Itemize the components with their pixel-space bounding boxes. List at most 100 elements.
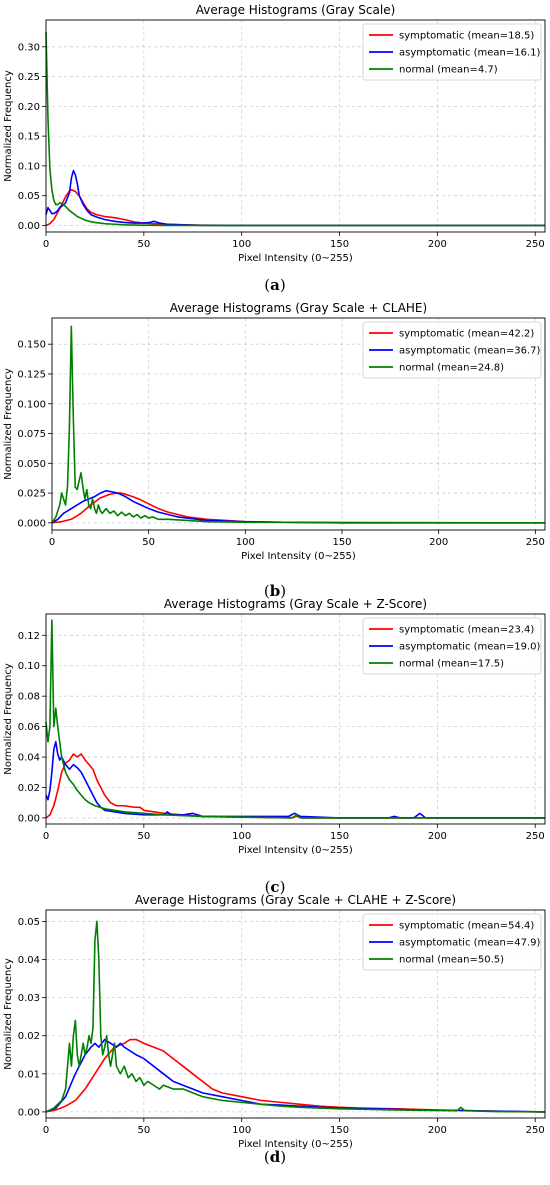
y-tick-label: 0.20 [18, 102, 40, 113]
series-line-2 [45, 619, 545, 819]
x-tick-label: 0 [49, 537, 55, 548]
x-tick-label: 200 [428, 1125, 447, 1136]
x-tick-label: 0 [43, 831, 49, 842]
x-tick-label: 100 [232, 831, 251, 842]
plot-frame [45, 613, 546, 825]
chart-title: Average Histograms (Gray Scale) [196, 3, 396, 17]
y-tick-label: 0.03 [18, 993, 40, 1004]
legend-box [362, 321, 542, 379]
legend-entry: asymptomatic (mean=47.9) [399, 938, 541, 949]
x-tick-label: 50 [137, 1125, 150, 1136]
panel-caption: (b) [263, 582, 287, 600]
legend: symptomatic (mean=54.4) asymptomatic (mea… [362, 913, 542, 971]
x-tick-label: 250 [526, 831, 545, 842]
plot-frame [45, 909, 546, 1119]
panel-caption: (c) [264, 878, 286, 896]
y-tick-label: 0.30 [18, 42, 40, 53]
legend-entry: normal (mean=17.5) [399, 659, 504, 670]
x-tick-label: 150 [330, 1125, 349, 1136]
x-tick-label: 200 [428, 831, 447, 842]
series-line-1 [51, 489, 545, 524]
legend-entry: normal (mean=50.5) [399, 955, 504, 966]
series-line-2 [45, 31, 545, 227]
chart-title: Average Histograms (Gray Scale + CLAHE +… [135, 893, 456, 907]
legend-entry: normal (mean=24.8) [399, 363, 504, 374]
panel-letter: a [270, 276, 280, 294]
x-tick-label: 0 [43, 239, 49, 250]
y-tick-label: 0.00 [18, 221, 40, 232]
chart-panel-a: 0 50 100 150 200 250 0.00 0.05 0.10 0.15 0.20 0.25 0… [0, 0, 550, 298]
y-tick-label: 0.08 [18, 692, 40, 703]
y-tick-label: 0.06 [18, 722, 40, 733]
panel-letter: d [269, 1148, 281, 1166]
y-tick-label: 0.02 [18, 783, 40, 794]
x-tick-label: 200 [428, 239, 447, 250]
x-tick-label: 250 [526, 239, 545, 250]
y-tick-label: 0.000 [17, 518, 46, 529]
x-tick-label: 100 [232, 239, 251, 250]
legend-entry: asymptomatic (mean=19.0) [399, 642, 541, 653]
x-tick-label: 50 [137, 239, 150, 250]
y-tick-label: 0.075 [17, 429, 46, 440]
x-tick-label: 0 [43, 1125, 49, 1136]
series-line-2 [45, 920, 546, 1113]
y-axis-label: Normalized Frequency [3, 70, 14, 182]
y-tick-label: 0.150 [17, 340, 46, 351]
legend-entry: symptomatic (mean=18.5) [399, 31, 534, 42]
y-tick-label: 0.15 [18, 132, 40, 143]
y-tick-label: 0.025 [17, 489, 46, 500]
x-tick-label: 250 [526, 1125, 545, 1136]
y-tick-label: 0.05 [18, 917, 40, 928]
chart-panel-d: 0 50 100 150 200 250 0.00 0.01 0.02 0.03 0.04 0.05 A… [0, 890, 550, 1170]
legend-box [362, 913, 542, 971]
chart-svg: 0 50 100 150 200 250 0.000 0.025 0.050 0.075 0.100… [3, 301, 546, 560]
panel-letter: c [270, 878, 280, 896]
legend: symptomatic (mean=18.5) asymptomatic (mea… [362, 23, 542, 81]
legend: symptomatic (mean=42.2) asymptomatic (mea… [362, 321, 542, 379]
legend-entry: symptomatic (mean=42.2) [399, 329, 534, 340]
y-tick-label: 0.050 [17, 459, 46, 470]
y-axis-label: Normalized Frequency [3, 958, 14, 1070]
y-tick-label: 0.01 [18, 1069, 40, 1080]
legend-entry: symptomatic (mean=23.4) [399, 625, 534, 636]
x-axis-label: Pixel Intensity (0~255) [238, 845, 353, 854]
y-tick-label: 0.02 [18, 1031, 40, 1042]
legend-entry: asymptomatic (mean=16.1) [399, 48, 541, 59]
x-tick-label: 150 [332, 537, 351, 548]
y-tick-label: 0.125 [17, 369, 46, 380]
chart-panel-c: 0 50 100 150 200 250 0.00 0.02 0.04 0.06 0.08 0.10 0… [0, 592, 550, 900]
legend-box [362, 617, 542, 675]
x-tick-label: 100 [232, 1125, 251, 1136]
y-tick-label: 0.00 [18, 1107, 40, 1118]
plot-frame [45, 19, 546, 233]
panel-caption: (a) [264, 276, 286, 294]
y-tick-label: 0.00 [18, 813, 40, 824]
y-axis-label: Normalized Frequency [3, 368, 14, 480]
legend-entry: asymptomatic (mean=36.7) [399, 346, 541, 357]
x-tick-label: 50 [137, 831, 150, 842]
series-line-1 [45, 169, 545, 227]
series-line-2 [51, 325, 546, 524]
x-axis-label: Pixel Intensity (0~255) [238, 253, 353, 262]
y-tick-label: 0.25 [18, 72, 40, 83]
panel-caption: (d) [263, 1148, 287, 1166]
y-tick-label: 0.04 [18, 753, 40, 764]
y-tick-label: 0.04 [18, 955, 40, 966]
y-tick-label: 0.10 [18, 161, 40, 172]
plot-frame [51, 317, 546, 531]
x-tick-label: 150 [330, 831, 349, 842]
legend-entry: normal (mean=4.7) [399, 65, 498, 76]
chart-svg: 0 50 100 150 200 250 0.00 0.01 0.02 0.03 0.04 0.05 A… [3, 893, 546, 1150]
legend: symptomatic (mean=23.4) asymptomatic (mea… [362, 617, 542, 675]
chart-title: Average Histograms (Gray Scale + Z-Score… [164, 597, 427, 611]
chart-svg: 0 50 100 150 200 250 0.00 0.02 0.04 0.06 0.08 0.10 0… [3, 597, 546, 854]
legend-box [362, 23, 542, 81]
y-axis-label: Normalized Frequency [3, 663, 14, 775]
y-tick-label: 0.100 [17, 399, 46, 410]
y-tick-label: 0.12 [18, 631, 40, 642]
legend-entry: symptomatic (mean=54.4) [399, 921, 534, 932]
x-tick-label: 50 [142, 537, 155, 548]
x-axis-label: Pixel Intensity (0~255) [241, 551, 356, 560]
y-tick-label: 0.05 [18, 191, 40, 202]
x-axis-label: Pixel Intensity (0~255) [238, 1139, 353, 1150]
